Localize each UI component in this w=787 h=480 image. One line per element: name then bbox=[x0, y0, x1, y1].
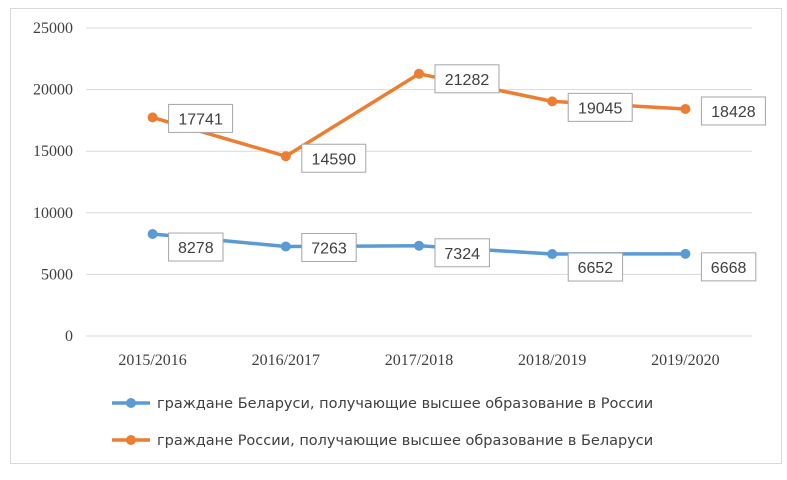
data-label: 6668 bbox=[711, 260, 747, 277]
data-point bbox=[147, 112, 158, 123]
data-label: 6652 bbox=[578, 260, 614, 277]
legend-label: граждане Беларуси, получающие высшее обр… bbox=[157, 396, 653, 412]
legend-entry: граждане России, получающие высшее образ… bbox=[112, 433, 653, 449]
data-labels: 8278 7263 7324 6652 6668 17741 14590 21282 19045… bbox=[168, 64, 766, 282]
x-tick-label: 2015/2016 bbox=[118, 352, 186, 369]
data-point bbox=[280, 151, 291, 162]
data-label: 21282 bbox=[445, 72, 490, 89]
data-label: 19045 bbox=[578, 100, 623, 117]
data-point bbox=[680, 248, 691, 259]
data-label: 14590 bbox=[312, 151, 357, 168]
data-label-box bbox=[168, 232, 224, 262]
data-label-box bbox=[301, 143, 367, 173]
data-label-box bbox=[700, 252, 757, 282]
data-label-box bbox=[700, 96, 766, 126]
data-label-box bbox=[567, 252, 624, 282]
x-tick-label: 2019/2020 bbox=[651, 352, 719, 369]
legend-label: граждане России, получающие высшее образ… bbox=[157, 433, 653, 449]
data-label-box bbox=[434, 64, 500, 94]
y-tick-label: 0 bbox=[65, 328, 73, 345]
data-point bbox=[414, 68, 424, 79]
chart-frame bbox=[10, 8, 782, 464]
y-tick-label: 25000 bbox=[33, 20, 73, 37]
data-label: 7324 bbox=[444, 246, 480, 263]
data-point bbox=[280, 241, 291, 252]
y-tick-label: 10000 bbox=[33, 205, 73, 222]
legend: граждане Беларуси, получающие высшее обр… bbox=[112, 396, 653, 449]
data-point bbox=[680, 103, 691, 114]
data-label: 8278 bbox=[178, 240, 214, 257]
data-point bbox=[414, 240, 424, 251]
data-point bbox=[547, 96, 558, 107]
legend-entry: граждане Беларуси, получающие высшее обр… bbox=[112, 396, 653, 412]
y-tick-label: 5000 bbox=[41, 266, 73, 283]
data-label: 7263 bbox=[311, 241, 347, 258]
x-tick-label: 2017/2018 bbox=[385, 352, 453, 369]
gridlines bbox=[86, 27, 752, 337]
y-axis-tick-labels: 0 5000 10000 15000 20000 25000 bbox=[33, 20, 73, 345]
data-label: 18428 bbox=[711, 104, 756, 121]
data-point bbox=[147, 229, 158, 240]
data-label-box bbox=[567, 92, 633, 122]
y-tick-label: 15000 bbox=[33, 143, 73, 160]
x-tick-label: 2016/2017 bbox=[252, 352, 320, 369]
legend-swatch-marker bbox=[126, 398, 136, 408]
data-label: 17741 bbox=[178, 111, 223, 128]
x-axis-tick-labels: 2015/2016 2016/2017 2017/2018 2018/2019 2019… bbox=[118, 352, 719, 369]
legend-swatch-marker bbox=[126, 435, 136, 445]
x-tick-label: 2018/2019 bbox=[518, 352, 586, 369]
data-label-box bbox=[301, 233, 357, 263]
data-label-box bbox=[434, 238, 490, 268]
data-label-box bbox=[168, 103, 234, 133]
data-point bbox=[547, 249, 558, 260]
y-tick-label: 20000 bbox=[33, 82, 73, 99]
